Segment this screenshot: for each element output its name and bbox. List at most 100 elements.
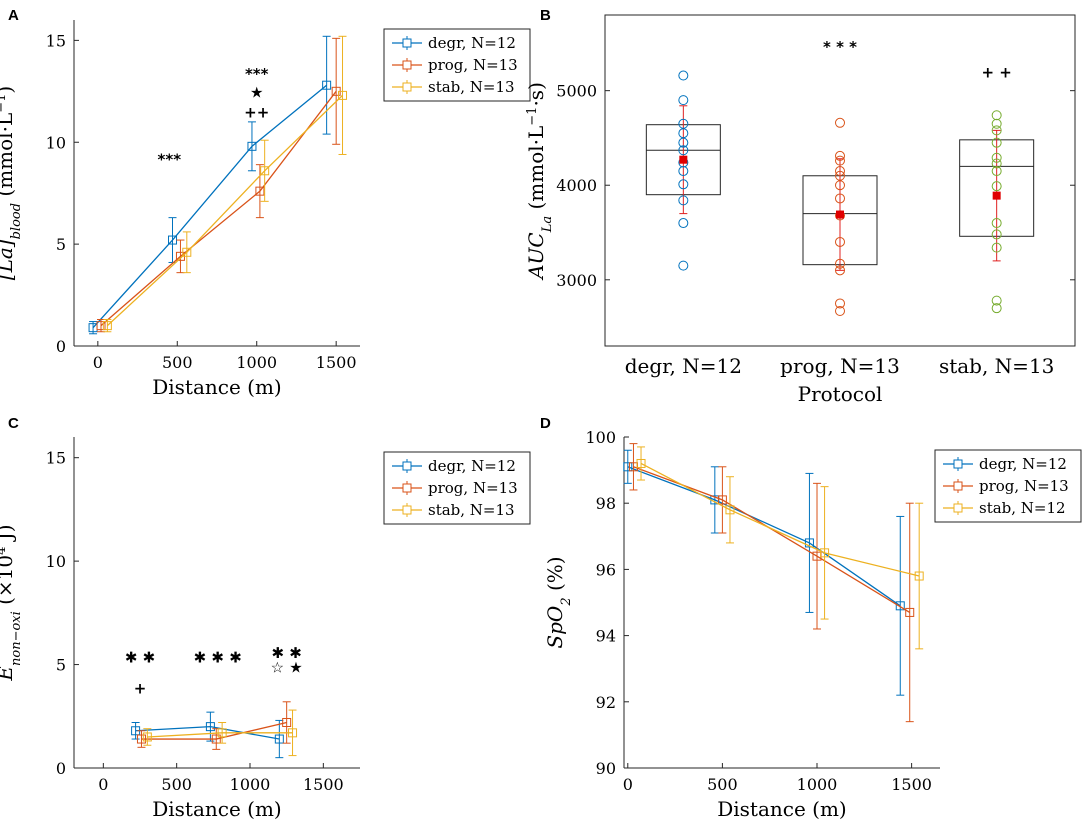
mean-marker: [992, 191, 1001, 200]
significance-marker: * * *: [823, 38, 857, 56]
data-point: [260, 166, 270, 176]
data-point: [717, 495, 727, 505]
x-category-label: stab, N=13: [939, 354, 1054, 378]
data-point: [102, 321, 112, 331]
y-axis-label-part: La: [540, 216, 555, 233]
data-point: [338, 90, 348, 100]
data-point: [835, 298, 845, 309]
data-point: [636, 458, 646, 468]
significance-marker: + +: [981, 64, 1011, 82]
data-point: [991, 110, 1002, 121]
data-point: [288, 728, 298, 738]
data-point: [217, 728, 227, 738]
data-point: [991, 181, 1002, 192]
legend-marker: [402, 461, 412, 471]
legend-label: degr, N=12: [428, 457, 516, 475]
y-axis-label-part: (mmol·L: [0, 113, 17, 203]
y-axis-label-part: SpO: [543, 606, 567, 649]
panel-letter-c: C: [8, 415, 19, 432]
significance-marker: ★: [250, 83, 263, 101]
y-axis-label-part: (%): [543, 556, 567, 597]
series-line-2: [106, 94, 343, 327]
panel-letter-a: A: [8, 7, 19, 24]
mean-marker: [836, 210, 844, 219]
data-point: [914, 571, 924, 581]
legend-label: degr, N=12: [979, 455, 1067, 473]
data-point: [255, 186, 265, 196]
data-point: [835, 150, 845, 161]
panel-d-chart: 0 500 1000 1500 90 92 94 96 98 100 Distance (m) SpO…: [543, 428, 1082, 821]
data-point: [205, 722, 215, 732]
data-point: [142, 732, 152, 742]
y-axis-label-part: ·s): [524, 82, 548, 106]
data-point: [835, 258, 845, 269]
data-point: [835, 236, 845, 247]
x-axis-label: Protocol: [798, 382, 883, 406]
y-axis-label-part: AUC: [524, 232, 548, 281]
y-axis-label-part: non−oxi: [9, 611, 24, 666]
x-tick-label: 0: [623, 775, 633, 794]
y-axis-label: AUCLa (mmol·L−1·s): [524, 82, 555, 281]
x-axis-label: Distance (m): [152, 797, 282, 821]
y-axis-label-part: (×10: [0, 555, 17, 611]
series-line-1: [100, 90, 337, 327]
significance-marker: +: [134, 679, 147, 697]
y-axis-label-part: blood: [9, 203, 24, 239]
x-tick-label: 500: [162, 353, 193, 372]
y-tick-label: 92: [596, 693, 616, 712]
y-tick-label: 100: [585, 428, 616, 447]
legend-label: prog, N=13: [428, 479, 518, 497]
legend-marker: [953, 503, 963, 513]
panel-letter-b: B: [540, 7, 551, 24]
data-point: [282, 717, 292, 727]
legend-marker: [402, 60, 412, 70]
y-axis-label-part: ): [0, 86, 17, 94]
series-line-0: [92, 84, 328, 329]
significance-marker: ☆ ★: [271, 659, 303, 677]
y-axis-label: Enon−oxi (×104 J): [0, 524, 24, 681]
y-tick-label: 96: [596, 560, 616, 579]
y-axis-label-part: 2: [559, 597, 574, 606]
x-category-label: degr, N=12: [625, 354, 742, 378]
data-point: [678, 218, 689, 229]
data-point: [274, 734, 284, 744]
data-point: [678, 118, 689, 129]
data-point: [725, 505, 735, 515]
significance-marker: ✱ ✱: [125, 648, 155, 666]
data-point: [678, 179, 689, 190]
legend-label: stab, N=12: [979, 499, 1066, 517]
significance-marker: ***: [245, 65, 269, 83]
y-tick-label: 15: [46, 31, 66, 50]
data-point: [991, 158, 1002, 169]
data-point: [182, 247, 192, 257]
significance-marker: ***: [158, 151, 182, 169]
legend-label: stab, N=13: [428, 78, 515, 96]
x-tick-label: 500: [707, 775, 738, 794]
y-axis-label: SpO2 (%): [543, 556, 574, 648]
legend-marker: [402, 483, 412, 493]
data-point: [991, 229, 1002, 240]
x-tick-label: 1500: [316, 353, 357, 372]
legend-label: degr, N=12: [428, 34, 516, 52]
plot-frame: [604, 14, 1076, 347]
y-tick-label: 90: [596, 759, 616, 778]
legend-marker: [953, 459, 963, 469]
data-point: [211, 734, 221, 744]
data-point: [678, 95, 689, 106]
y-tick-label: 5: [56, 656, 66, 675]
panel-b-chart: 3000 4000 5000 degr, N=12 prog, N=13 stab, N=…: [524, 14, 1076, 406]
y-axis-label-part: (mmol·L: [524, 126, 548, 216]
y-axis-label-part: E: [0, 666, 17, 682]
x-tick-label: 1000: [797, 775, 838, 794]
y-tick-label: 15: [46, 449, 66, 468]
data-point: [991, 152, 1002, 163]
legend-label: stab, N=13: [428, 501, 515, 519]
data-point: [835, 155, 845, 166]
data-point: [835, 306, 845, 317]
panel-c-chart: 0 500 1000 1500 0 5 10 15 Distance (m) Enon−oxi (…: [0, 437, 531, 821]
data-point: [991, 242, 1002, 253]
data-point: [96, 321, 106, 331]
x-axis-label: Distance (m): [152, 375, 282, 399]
x-tick-label: 1000: [236, 353, 277, 372]
